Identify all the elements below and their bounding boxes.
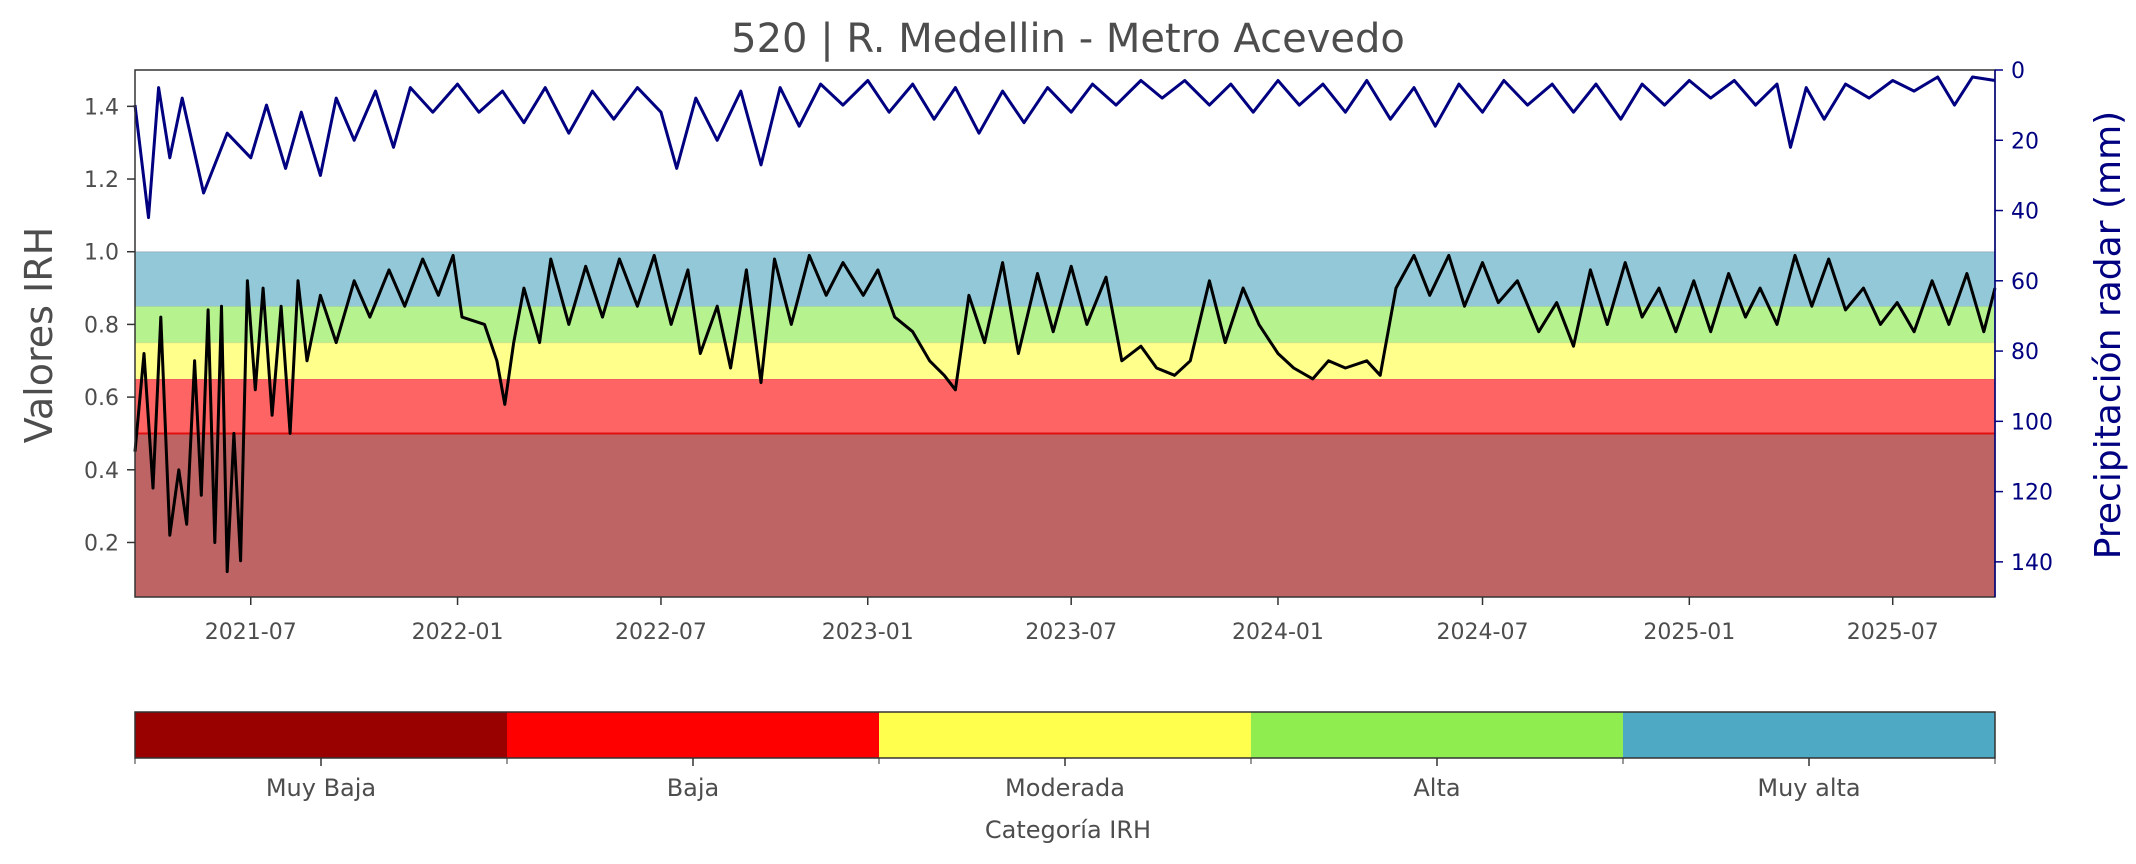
y2-tick-label-5: 100: [2011, 410, 2053, 435]
y-tick-label-6: 1.4: [84, 95, 119, 120]
irh-band-1: [135, 378, 1995, 434]
x-tick-label-2: 2022-07: [615, 620, 707, 645]
colorbar-label-1: Baja: [667, 774, 720, 802]
y2-tick-label-4: 80: [2011, 340, 2039, 365]
x-tick-label-5: 2024-01: [1232, 620, 1324, 645]
y-tick-label-5: 1.2: [84, 168, 119, 193]
x-tick-label-8: 2025-07: [1847, 620, 1939, 645]
colorbar-segment-3: [1251, 712, 1623, 758]
y2-tick-label-0: 0: [2011, 59, 2025, 84]
y-axis-label-left: Valores IRH: [17, 227, 61, 443]
y-tick-label-2: 0.6: [84, 386, 119, 411]
x-tick-label-0: 2021-07: [205, 620, 297, 645]
colorbar-label-3: Alta: [1413, 774, 1460, 802]
plot-area: 2021-07 2022-01 2022-07 2023-01 2023-07 2024-…: [84, 59, 2053, 645]
y-tick-label-1: 0.4: [84, 459, 119, 484]
y2-tick-label-7: 140: [2011, 551, 2053, 576]
x-tick-label-3: 2023-01: [822, 620, 914, 645]
colorbar-segment-0: [135, 712, 507, 758]
y-tick-label-4: 1.0: [84, 241, 119, 266]
y-axis-label-right: Precipitación radar (mm): [2088, 111, 2129, 559]
x-tick-label-7: 2025-01: [1643, 620, 1735, 645]
y2-tick-label-1: 20: [2011, 129, 2039, 154]
irh-series-line: [133, 253, 1997, 574]
colorbar-segment-1: [507, 712, 879, 758]
y-tick-label-0: 0.2: [84, 531, 119, 556]
x-tick-label-1: 2022-01: [412, 620, 504, 645]
colorbar-frame: [134, 711, 1996, 759]
precipitation-series-line: [133, 75, 1996, 220]
y2-tick-label-6: 120: [2011, 481, 2053, 506]
y2-tick-label-3: 60: [2011, 270, 2039, 295]
irh-band-2: [135, 342, 1995, 379]
x-tick-label-6: 2024-07: [1437, 620, 1529, 645]
y2-tick-label-2: 40: [2011, 200, 2039, 225]
colorbar-label-4: Muy alta: [1757, 774, 1860, 802]
y-tick-label-3: 0.8: [84, 313, 119, 338]
colorbar-label-0: Muy Baja: [266, 774, 376, 802]
colorbar-label-2: Moderada: [1005, 774, 1125, 802]
colorbar-legend: Muy Baja Baja Moderada Alta Muy alta: [134, 711, 1996, 802]
colorbar-segment-4: [1623, 712, 1995, 758]
irh-band-3: [135, 306, 1995, 343]
irh-band-0: [135, 433, 1995, 597]
colorbar-segment-2: [879, 712, 1251, 758]
x-tick-label-4: 2023-07: [1025, 620, 1117, 645]
chart-title: 520 | R. Medellin - Metro Acevedo: [731, 16, 1405, 62]
colorbar-title: Categoría IRH: [985, 816, 1151, 844]
